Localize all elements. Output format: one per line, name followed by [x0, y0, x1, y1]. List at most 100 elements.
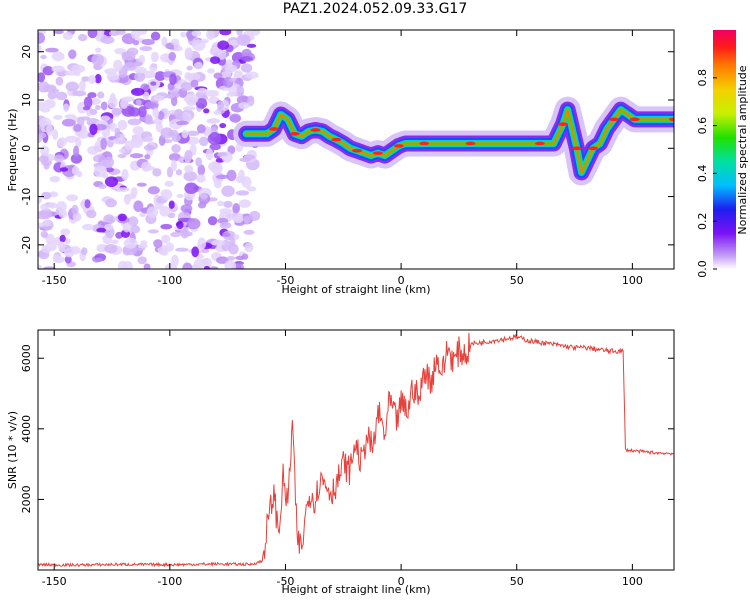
spectrogram-noise-blob: [143, 136, 154, 143]
spectrogram-noise-blob: [134, 66, 147, 74]
spectrogram-y-tick-label: 10: [20, 93, 33, 107]
ridge-peak: [331, 137, 342, 142]
spectrogram-noise-blob: [224, 260, 237, 269]
spectrogram-noise-blob: [238, 199, 251, 208]
spectrogram-noise-blob: [81, 76, 91, 82]
ridge-peak: [372, 151, 383, 155]
spectrogram-noise-blob: [226, 169, 237, 182]
spectrogram-noise-blob: [168, 51, 177, 61]
spectrogram-noise-blob: [132, 61, 143, 66]
ridge-peak: [419, 141, 430, 146]
spectrogram-noise-blob: [201, 248, 210, 254]
spectrogram-noise-blob: [110, 239, 119, 244]
spectrogram-noise-blob: [38, 195, 43, 204]
spectrogram-noise-blob: [136, 182, 147, 187]
colorbar-tick-label: 0.8: [696, 69, 709, 87]
spectrogram-noise-blob: [184, 93, 199, 105]
snr-series-line: [38, 332, 674, 568]
spectrogram-noise-blob: [221, 185, 235, 197]
ridge-peak: [571, 146, 582, 151]
spectrogram-noise-blob: [207, 118, 219, 123]
spectrogram-noise-blob: [152, 107, 159, 119]
spectrogram-noise-blob: [217, 40, 230, 50]
spectrogram-noise-blob: [122, 222, 131, 233]
spectrogram-noise-blob: [170, 95, 178, 107]
spectrogram-noise-blob: [208, 161, 221, 172]
spectrogram-noise-blob: [243, 215, 251, 225]
spectrogram-noise-blob: [43, 219, 52, 227]
spectrogram-noise-blob: [147, 186, 160, 195]
spectrogram-noise-blob: [56, 201, 67, 212]
spectrogram-noise-blob: [240, 56, 253, 62]
spectrogram-noise-blob: [182, 262, 193, 269]
spectrogram-noise-blob: [64, 114, 77, 119]
spectrogram-noise-blob: [113, 59, 123, 72]
ridge-peak: [588, 146, 599, 151]
spectrogram-noise-blob: [57, 137, 67, 147]
spectrogram-noise-blob: [153, 95, 165, 102]
spectrogram-noise-blob: [49, 175, 61, 183]
figure-title: PAZ1.2024.052.09.33.G17: [282, 1, 468, 17]
spectrogram-noise-blob: [160, 223, 173, 230]
spectrogram-noise-blob: [54, 154, 65, 163]
ridge-peak: [465, 141, 476, 146]
spectrogram-noise-blob: [209, 266, 219, 269]
spectrogram-noise-blob: [100, 137, 107, 150]
spectrogram-noise-blob: [104, 176, 119, 188]
spectrogram-noise-blob: [118, 148, 126, 154]
spectrogram-noise-blob: [195, 98, 208, 109]
spectrogram-noise-blob: [94, 105, 101, 110]
spectrogram-noise-blob: [71, 204, 79, 215]
spectrogram-noise-blob: [51, 51, 65, 62]
spectrogram-noise-blob: [41, 191, 52, 200]
spectrogram-noise-blob: [217, 200, 225, 207]
spectrogram-noise-blob: [197, 237, 207, 250]
spectrogram-noise-blob: [124, 140, 135, 151]
spectrogram-noise-blob: [91, 53, 105, 66]
spectrogram-noise-blob: [112, 137, 127, 145]
spectrogram-noise-blob: [89, 108, 98, 116]
spectrogram-noise-blob: [64, 237, 71, 245]
spectrogram-noise-blob: [93, 165, 107, 178]
spectrogram-noise-blob: [144, 154, 151, 160]
spectrogram-noise-blob: [104, 243, 118, 254]
spectrogram-noise-blob: [111, 107, 123, 116]
spectrogram-noise-blob: [86, 209, 97, 219]
spectrogram-noise-blob: [171, 38, 180, 46]
spectrogram-noise-blob: [121, 169, 129, 181]
colorbar-gradient: [713, 30, 736, 269]
spectrogram-noise-blob: [100, 115, 111, 122]
spectrogram-x-axis-label: Height of straight line (km): [281, 283, 430, 296]
spectrogram-noise-blob: [235, 255, 245, 261]
ridge-peak: [393, 144, 404, 148]
ridge-peak: [557, 122, 568, 126]
spectrogram-noise-blob: [134, 71, 146, 82]
colorbar-label: Normalized spectral amplitude: [736, 65, 749, 234]
spectrogram-noise-blob: [191, 30, 202, 37]
spectrogram-noise-blob: [58, 241, 66, 253]
spectrogram-noise-blob: [170, 159, 177, 172]
spectrogram-noise-blob: [80, 247, 88, 256]
spectrogram-noise-blob: [155, 121, 163, 133]
spectrogram-noise-blob: [40, 203, 49, 211]
spectrogram-noise-blob: [138, 106, 147, 118]
spectrogram-noise-blob: [224, 62, 234, 74]
snr-x-tick-label: -50: [276, 575, 294, 588]
spectrogram-noise-blob: [209, 131, 221, 142]
spectrogram-noise-blob: [150, 81, 157, 86]
spectrogram-noise-blob: [175, 247, 189, 252]
spectrogram-noise-blob: [127, 118, 142, 126]
spectrogram-noise-blob: [161, 36, 168, 47]
spectrogram-noise-blob: [180, 82, 193, 92]
spectrogram-noise-blob: [53, 115, 63, 120]
spectrogram-noise-blob: [55, 76, 64, 86]
spectrogram-noise-blob: [191, 246, 200, 258]
spectrogram-noise-blob: [68, 49, 77, 60]
spectrogram-noise-blob: [228, 243, 239, 255]
spectrogram-noise-blob: [191, 39, 206, 51]
snr-x-tick-label: 0: [398, 575, 405, 588]
spectrogram-noise-blob: [97, 91, 105, 99]
ridge-peak: [289, 132, 300, 136]
